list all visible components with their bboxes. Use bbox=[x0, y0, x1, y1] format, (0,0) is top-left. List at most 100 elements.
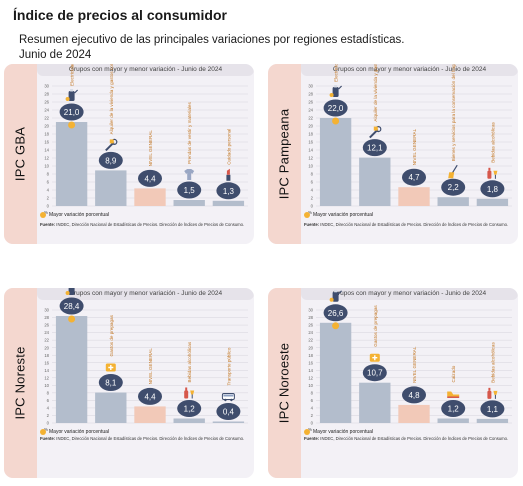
legend-dot-icon bbox=[40, 429, 46, 435]
y-tick-label: 28 bbox=[44, 92, 49, 97]
shoe-icon bbox=[447, 391, 460, 398]
value-badge bbox=[323, 99, 348, 117]
y-tick-label: 24 bbox=[308, 108, 313, 113]
bar bbox=[55, 122, 88, 206]
y-tick-label: 24 bbox=[308, 330, 313, 335]
category-label: Prendas de vestir y materiales bbox=[187, 102, 192, 164]
source-text: INDEC, Dirección Nacional de Estadística… bbox=[319, 436, 509, 441]
category-label: Electricidad, gas y otros combustibles bbox=[70, 64, 75, 86]
max-variation-marker bbox=[332, 117, 340, 125]
legend-label: Mayor variación porcentual bbox=[313, 429, 374, 435]
data-label: 1,8 bbox=[487, 185, 499, 194]
y-tick-label: 28 bbox=[44, 315, 49, 320]
legend-dot-icon bbox=[304, 212, 310, 218]
y-tick-label: 16 bbox=[308, 140, 313, 145]
data-label: 1,1 bbox=[487, 405, 499, 414]
value-badge bbox=[480, 180, 505, 198]
y-tick-label: 30 bbox=[308, 84, 313, 89]
y-tick-label: 16 bbox=[44, 140, 49, 145]
y-tick-label: 20 bbox=[308, 345, 313, 350]
value-badge bbox=[138, 387, 162, 405]
bottle-icon bbox=[184, 387, 195, 399]
bar bbox=[359, 157, 391, 206]
value-badge bbox=[441, 399, 466, 417]
subtitle-line-2: Junio de 2024 bbox=[19, 49, 92, 61]
y-tick-label: 28 bbox=[308, 92, 313, 97]
value-badge bbox=[362, 364, 387, 382]
bar bbox=[173, 418, 205, 423]
y-tick-label: 16 bbox=[308, 360, 313, 365]
bar bbox=[437, 418, 469, 423]
category-label: Gastos de prepagas bbox=[109, 314, 114, 356]
data-label: 8,1 bbox=[105, 378, 117, 387]
region-band: IPC GBA bbox=[4, 64, 37, 244]
value-badge bbox=[480, 400, 505, 418]
category-label: Bebidas alcohólicas bbox=[490, 121, 495, 162]
data-label: 4,4 bbox=[144, 174, 156, 183]
y-tick-label: 12 bbox=[308, 375, 313, 380]
gas-tank-icon bbox=[329, 289, 343, 302]
category-label: Gastos de prepagas bbox=[373, 305, 378, 347]
broom-icon bbox=[448, 164, 458, 179]
value-badge bbox=[402, 386, 426, 404]
panel-caption: Grupos con mayor y menor variación - Jun… bbox=[301, 288, 518, 300]
medical-kit-icon bbox=[105, 363, 116, 372]
y-tick-label: 26 bbox=[308, 323, 313, 328]
y-tick-label: 20 bbox=[308, 124, 313, 129]
lipstick-icon bbox=[226, 168, 231, 181]
legend-label: Mayor variación porcentual bbox=[49, 212, 110, 218]
bar bbox=[212, 200, 245, 206]
value-badge bbox=[98, 373, 123, 391]
data-label: 26,6 bbox=[328, 309, 344, 318]
bar bbox=[134, 188, 166, 206]
data-label: 1,5 bbox=[184, 186, 196, 195]
category-label: NIVEL GENERAL bbox=[412, 128, 417, 165]
max-variation-marker bbox=[332, 322, 340, 330]
wrench-icon bbox=[105, 138, 118, 152]
y-tick-label: 2 bbox=[311, 413, 314, 418]
y-tick-label: 22 bbox=[44, 116, 49, 121]
bar bbox=[398, 404, 430, 423]
y-tick-label: 4 bbox=[311, 188, 314, 193]
y-tick-label: 6 bbox=[47, 398, 50, 403]
y-tick-label: 26 bbox=[308, 100, 313, 105]
y-tick-label: 18 bbox=[44, 353, 49, 358]
y-tick-label: 2 bbox=[311, 196, 314, 201]
category-label: Alquiler de la vivienda y gastos conexos bbox=[373, 64, 378, 122]
bar bbox=[173, 200, 205, 206]
category-label: Bienes y servicios para la conservación … bbox=[451, 64, 456, 161]
bar-chart: 302826242220181614121086420%22,0Electric… bbox=[308, 64, 512, 215]
data-label: 4,7 bbox=[408, 173, 420, 182]
y-tick-label: 24 bbox=[44, 108, 49, 113]
y-tick-label: 6 bbox=[311, 398, 314, 403]
source-bold: Fuente: bbox=[40, 222, 56, 227]
category-label: Transporte público bbox=[226, 347, 231, 385]
y-tick-label: 20 bbox=[44, 124, 49, 129]
bar bbox=[212, 421, 245, 423]
y-tick-label: 12 bbox=[44, 375, 49, 380]
bus-icon bbox=[221, 392, 235, 402]
source-note: Fuente: INDEC, Dirección Nacional de Est… bbox=[40, 222, 244, 227]
data-label: 1,2 bbox=[448, 404, 460, 413]
y-tick-label: 22 bbox=[308, 116, 313, 121]
source-note: Fuente: INDEC, Dirección Nacional de Est… bbox=[40, 436, 244, 441]
category-label: Cuidado personal bbox=[226, 129, 231, 165]
y-tick-label: 0 bbox=[47, 204, 50, 209]
category-label: Electricidad, gas y otros combustibles bbox=[334, 64, 339, 82]
y-tick-label: 24 bbox=[44, 330, 49, 335]
source-note: Fuente: INDEC, Dirección Nacional de Est… bbox=[304, 222, 508, 227]
bar bbox=[476, 418, 509, 423]
value-badge bbox=[98, 151, 123, 169]
y-tick-label: 26 bbox=[44, 100, 49, 105]
bottle-icon bbox=[487, 167, 498, 179]
bar bbox=[134, 406, 166, 423]
y-tick-label: 12 bbox=[44, 156, 49, 161]
y-tick-label: 26 bbox=[44, 323, 49, 328]
y-tick-label: 4 bbox=[47, 188, 50, 193]
y-tick-label: 30 bbox=[44, 308, 49, 313]
data-label: 8,9 bbox=[105, 156, 117, 165]
subtitle-line-1: Resumen ejecutivo de las principales var… bbox=[19, 34, 405, 46]
bar bbox=[398, 187, 430, 206]
legend: Mayor variación porcentual bbox=[304, 429, 373, 435]
region-band: IPC Pampeana bbox=[268, 64, 301, 244]
